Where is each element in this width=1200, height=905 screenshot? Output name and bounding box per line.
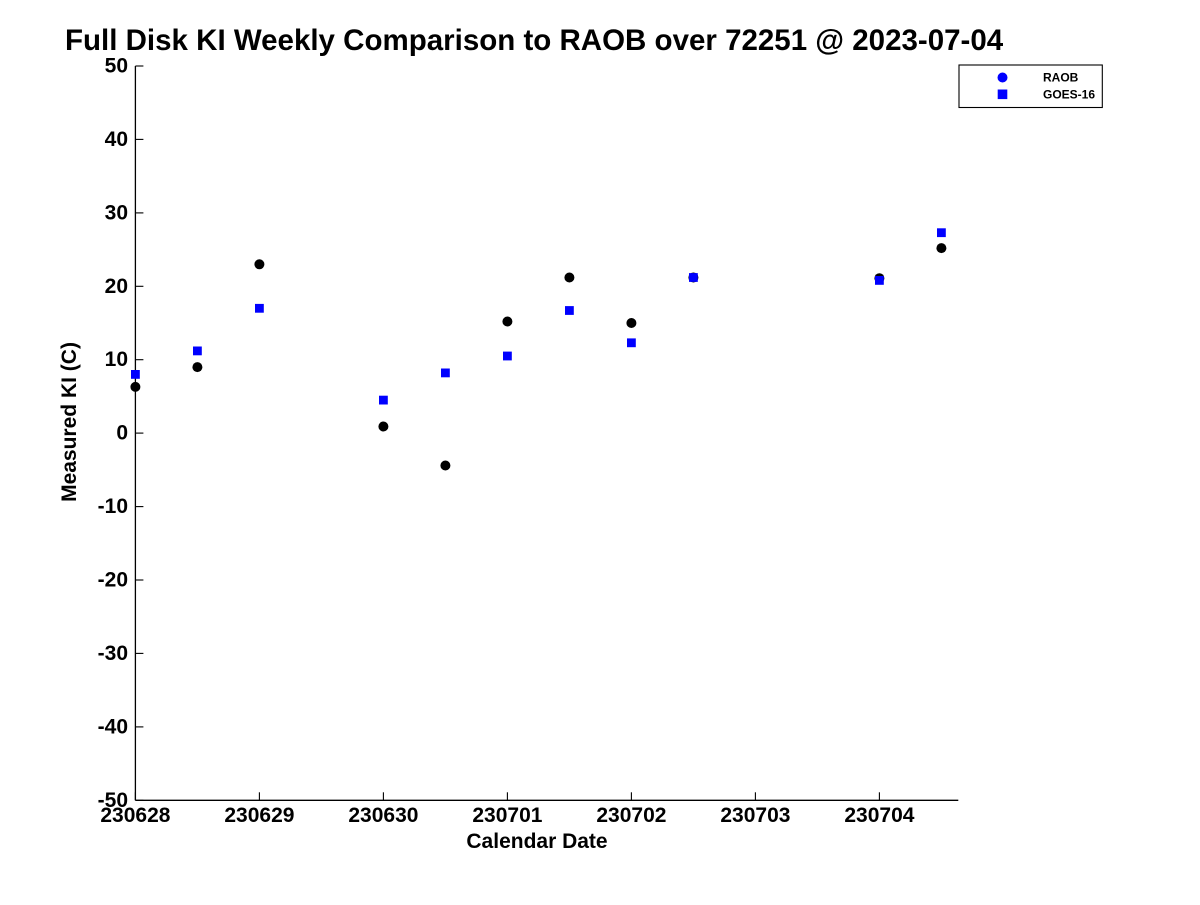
svg-text:-20: -20 [98,569,128,592]
svg-text:230628: 230628 [100,804,170,827]
svg-text:230630: 230630 [348,804,418,827]
svg-text:230704: 230704 [844,804,914,827]
svg-text:40: 40 [105,128,128,151]
svg-text:30: 30 [105,201,128,224]
svg-text:0: 0 [116,422,128,445]
svg-text:230629: 230629 [224,804,294,827]
svg-text:-30: -30 [98,642,128,665]
svg-text:Measured KI (C): Measured KI (C) [58,342,81,502]
svg-text:-40: -40 [98,715,128,738]
svg-text:-10: -10 [98,495,128,518]
svg-text:20: 20 [105,275,128,298]
svg-text:230701: 230701 [472,804,542,827]
svg-text:Calendar Date: Calendar Date [466,830,607,853]
svg-text:RAOB: RAOB [1043,71,1079,85]
svg-text:10: 10 [105,348,128,371]
svg-text:230703: 230703 [720,804,790,827]
svg-text:GOES-16: GOES-16 [1043,88,1095,102]
svg-text:Full Disk KI Weekly Comparison: Full Disk KI Weekly Comparison to RAOB o… [65,24,1004,57]
svg-text:230702: 230702 [596,804,666,827]
svg-text:50: 50 [105,55,128,78]
